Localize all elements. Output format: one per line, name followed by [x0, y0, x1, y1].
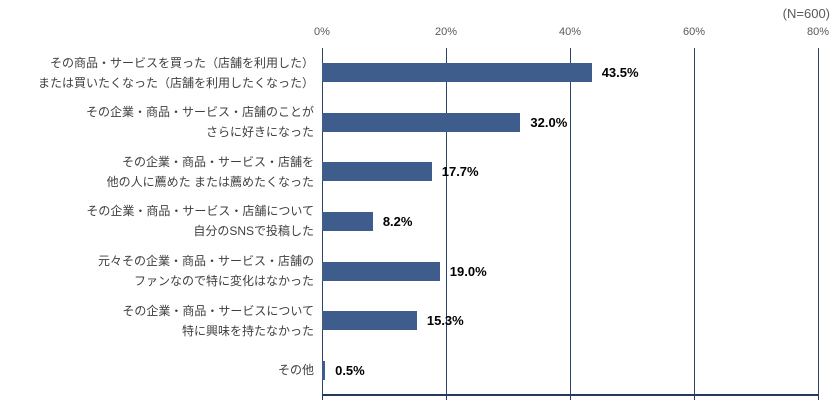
- x-axis-tick-mark: [694, 395, 695, 400]
- value-label: 15.3%: [426, 313, 464, 329]
- category-label: その企業・商品・サービス・店舗について自分のSNSで投稿した: [0, 197, 314, 247]
- category-label-line: その企業・商品・サービス・店舗のことが: [85, 105, 314, 120]
- value-label: 8.2%: [382, 214, 413, 229]
- category-label-line: その企業・商品・サービスについて: [122, 303, 314, 318]
- value-label: 0.5%: [335, 362, 365, 378]
- category-label-line: または買いたくなった（店舗を利用したくなった）: [37, 75, 314, 90]
- bar: [322, 63, 592, 83]
- gridline: [694, 48, 695, 395]
- category-label-line: その他: [277, 363, 314, 378]
- category-label-line: その企業・商品・サービス・店舗を: [121, 154, 314, 169]
- category-label-line: 他の人に薦めた または薦めたくなった: [106, 174, 314, 189]
- value-label: 17.7%: [441, 164, 479, 180]
- category-label-line: その商品・サービスを買った（店舗を利用した）: [49, 55, 314, 70]
- bar: [322, 261, 440, 281]
- value-label: 32.0%: [530, 114, 568, 130]
- category-label-line: ファンなので特に変化はなかった: [133, 274, 314, 289]
- category-label: その他: [0, 345, 314, 395]
- x-axis-tick-mark: [322, 395, 323, 400]
- bar: [322, 162, 432, 182]
- category-label-line: 特に興味を持たなかった: [181, 323, 314, 338]
- x-axis-tick-mark: [570, 395, 571, 400]
- gridline: [570, 48, 571, 395]
- gridline: [446, 48, 447, 395]
- category-label: 元々その企業・商品・サービス・店舗のファンなので特に変化はなかった: [0, 246, 314, 296]
- category-label-line: 自分のSNSで投稿した: [193, 224, 314, 239]
- bar: [322, 360, 326, 380]
- category-label-line: さらに好きになった: [205, 125, 314, 140]
- x-axis-tick-label: 40%: [558, 26, 582, 38]
- bar: [322, 311, 417, 331]
- bar: [322, 212, 373, 231]
- category-label-line: その企業・商品・サービス・店舗について: [86, 204, 314, 219]
- gridline: [818, 48, 819, 395]
- bar: [322, 112, 521, 132]
- value-label: 19.0%: [449, 263, 487, 279]
- x-axis-tick-label: 20%: [434, 26, 458, 38]
- category-label-line: 元々その企業・商品・サービス・店舗の: [97, 254, 314, 269]
- value-label: 43.5%: [601, 65, 639, 81]
- sample-size-label: (N=600): [782, 6, 830, 21]
- x-axis-line: [322, 394, 818, 396]
- category-label: その企業・商品・サービス・店舗のことがさらに好きになった: [0, 98, 314, 148]
- x-axis-tick-label: 0%: [314, 26, 330, 38]
- x-axis-tick-mark: [818, 395, 819, 400]
- category-label: その企業・商品・サービスについて特に興味を持たなかった: [0, 296, 314, 346]
- x-axis-tick-label: 80%: [806, 26, 830, 38]
- category-label: その商品・サービスを買った（店舗を利用した） または買いたくなった（店舗を利用した…: [0, 48, 314, 98]
- x-axis-tick-label: 60%: [682, 26, 706, 38]
- category-label: その企業・商品・サービス・店舗を他の人に薦めた または薦めたくなった: [0, 147, 314, 197]
- x-axis-tick-mark: [446, 395, 447, 400]
